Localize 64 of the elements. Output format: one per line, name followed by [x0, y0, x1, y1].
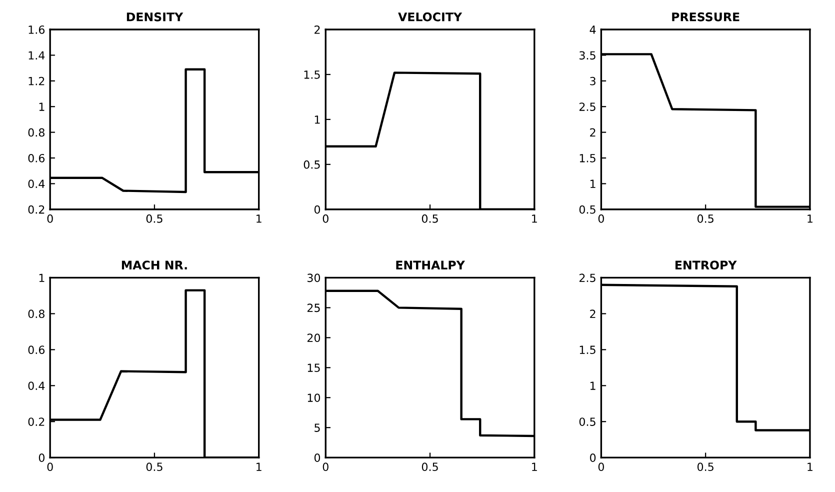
x-tick-label: 1: [532, 462, 537, 471]
x-tick-label: 1: [256, 462, 262, 471]
y-tick-label: 5: [314, 424, 320, 432]
y-tick-label: 3.5: [580, 51, 596, 60]
chart-title: ENTHALPY: [396, 260, 466, 270]
x-tick-label: 0: [47, 214, 53, 223]
y-tick-label: 2.5: [579, 274, 596, 282]
y-tick-label: 1.5: [580, 154, 596, 162]
y-tick-label: 1: [590, 382, 596, 390]
y-tick-label: 0.6: [28, 346, 45, 354]
chart-title: ENTROPY: [675, 260, 737, 270]
y-tick-label: 0: [590, 454, 596, 462]
y-tick-label: 1: [590, 180, 596, 188]
y-tick-label: 0.2: [28, 205, 44, 214]
y-tick-label: 1: [314, 116, 320, 124]
y-tick-label: 1.5: [304, 70, 320, 79]
y-tick-label: 0.5: [579, 418, 596, 426]
y-tick-label: 25: [307, 304, 320, 312]
y-tick-label: 0.8: [28, 310, 44, 318]
x-tick-label: 1: [808, 462, 812, 471]
y-tick-label: 1.2: [28, 76, 44, 86]
chart-title: DENSITY: [126, 12, 184, 22]
x-tick-label: 0.5: [422, 214, 438, 223]
y-tick-label: 2: [314, 25, 320, 34]
y-tick-label: 15: [308, 364, 320, 372]
y-tick-label: 0.4: [28, 180, 45, 188]
x-tick-label: 0.5: [697, 214, 714, 223]
x-tick-label: 0.5: [422, 462, 438, 472]
y-tick-label: 3: [590, 76, 596, 86]
x-tick-label: 1: [808, 214, 812, 223]
x-tick-label: 0: [47, 462, 53, 472]
chart-title: MACH NR.: [122, 260, 187, 270]
y-tick-label: 0.6: [28, 154, 45, 162]
y-tick-label: 0: [38, 454, 44, 462]
x-tick-label: 0.5: [697, 462, 714, 472]
x-tick-label: 0.5: [146, 214, 162, 223]
y-tick-label: 0.5: [304, 160, 320, 169]
y-tick-label: 30: [307, 274, 320, 282]
y-tick-label: 2: [590, 128, 596, 137]
y-tick-label: 0.8: [28, 128, 44, 137]
y-tick-label: 4: [590, 26, 596, 34]
x-tick-label: 1: [256, 214, 262, 223]
y-tick-label: 1.5: [580, 346, 596, 354]
x-tick-label: 0: [322, 214, 328, 223]
y-tick-label: 0: [314, 454, 320, 462]
x-tick-label: 0: [598, 214, 604, 223]
chart-title: PRESSURE: [672, 12, 740, 22]
x-tick-label: 0.5: [146, 462, 162, 472]
x-tick-label: 0: [598, 462, 604, 472]
y-tick-label: 2.5: [579, 102, 596, 111]
y-tick-label: 1: [39, 274, 44, 282]
y-tick-label: 1.4: [28, 51, 45, 60]
y-tick-label: 1.6: [28, 25, 45, 34]
y-tick-label: 0.5: [579, 205, 596, 214]
x-tick-label: 1: [532, 214, 537, 223]
chart-title: VELOCITY: [398, 12, 462, 22]
y-tick-label: 0.2: [28, 418, 44, 426]
y-tick-label: 0: [314, 205, 320, 214]
y-tick-label: 10: [308, 394, 320, 402]
y-tick-label: 0.4: [28, 382, 45, 390]
y-tick-label: 1: [39, 102, 44, 111]
y-tick-label: 20: [307, 334, 320, 342]
x-tick-label: 0: [322, 462, 328, 472]
y-tick-label: 2: [590, 310, 596, 318]
